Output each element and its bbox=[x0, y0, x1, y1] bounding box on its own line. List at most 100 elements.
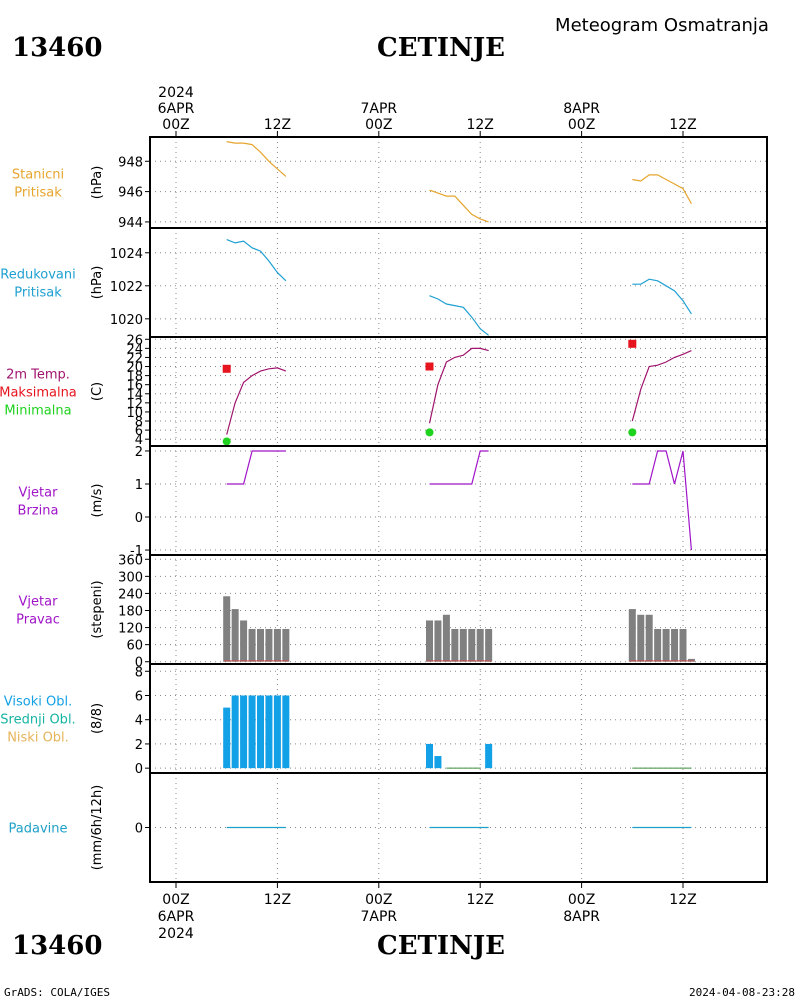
bottom-time-label: 00Z bbox=[162, 892, 189, 908]
credit-text: GrADS: COLA/IGES bbox=[4, 986, 110, 999]
station_pressure-line bbox=[429, 189, 489, 223]
panel-precipitation: 0 Padavine (mm/6h/12h) bbox=[9, 772, 768, 883]
top-time-label: 12Z bbox=[669, 117, 696, 133]
y-tick-label: 1 bbox=[135, 478, 143, 493]
reduced_pressure-line bbox=[429, 295, 489, 336]
top-time-label: 2024 bbox=[158, 85, 194, 101]
panel-frame bbox=[149, 227, 768, 338]
panel-label: Brzina bbox=[18, 504, 59, 519]
wind-direction-bar bbox=[662, 628, 670, 662]
wind-direction-bar bbox=[273, 628, 281, 662]
bottom-time-label: 12Z bbox=[669, 892, 696, 908]
y-tick-label: 1024 bbox=[110, 247, 143, 262]
y-tick-label: 8 bbox=[135, 665, 143, 680]
panel-label: Maksimalna bbox=[0, 386, 77, 401]
top-time-label: 00Z bbox=[568, 117, 595, 133]
wind-direction-bar bbox=[687, 658, 695, 662]
y-axis-label: (mm/6h/12h) bbox=[90, 785, 105, 871]
panel-label: Niski Obl. bbox=[7, 731, 69, 746]
cloud-cover-bar bbox=[282, 695, 290, 769]
panel-label: Minimalna bbox=[4, 404, 71, 419]
y-tick-label: 0 bbox=[135, 656, 143, 671]
y-tick-label: 6 bbox=[135, 689, 143, 704]
wind-direction-bar bbox=[645, 614, 653, 662]
cloud-cover-bar bbox=[231, 695, 239, 769]
cloud-cover-bar bbox=[257, 695, 264, 769]
panel-reduced_pressure: 1020 1022 1024 Redukovani Pritisak (hPa) bbox=[0, 227, 768, 338]
temp-min-marker bbox=[222, 437, 231, 446]
wind-direction-bar bbox=[459, 628, 467, 662]
y-axis-label: (C) bbox=[90, 382, 105, 401]
temperature-line bbox=[226, 367, 287, 435]
bottom-time-label: 2024 bbox=[158, 926, 194, 942]
station-id-bottom: 13460 bbox=[12, 931, 102, 961]
y-tick-label: 60 bbox=[126, 639, 143, 654]
panel-frame bbox=[149, 136, 768, 229]
station_pressure-line bbox=[226, 141, 287, 177]
panel-label: Redukovani bbox=[0, 268, 75, 283]
y-tick-label: -1 bbox=[130, 544, 143, 559]
bottom-time-label: 12Z bbox=[264, 892, 291, 908]
y-tick-label: 120 bbox=[118, 622, 143, 637]
y-tick-label: 14 bbox=[126, 388, 143, 403]
y-tick-label: 360 bbox=[118, 553, 143, 568]
y-tick-label: 4 bbox=[135, 714, 143, 729]
wind-direction-bar bbox=[628, 609, 636, 662]
wind_speed-line bbox=[226, 450, 286, 485]
y-tick-label: 944 bbox=[118, 216, 143, 231]
cloud-cover-bar bbox=[223, 707, 231, 769]
cloud-cover-bar bbox=[265, 695, 273, 769]
wind-direction-bar bbox=[468, 628, 476, 662]
top-time-label: 12Z bbox=[264, 117, 291, 133]
top-time-label: 12Z bbox=[466, 117, 493, 133]
top-time-label: 7APR bbox=[360, 101, 397, 117]
y-axis-label: (8/8) bbox=[90, 703, 105, 734]
wind-direction-bar bbox=[240, 620, 248, 662]
panel-wind_speed: -1 0 1 2 Vjetar Brzina (m/s) bbox=[18, 445, 768, 559]
bottom-time-label: 6APR bbox=[158, 909, 195, 925]
wind-direction-bar bbox=[265, 628, 273, 662]
panel-label: Srednji Obl. bbox=[0, 713, 75, 728]
wind-direction-bar bbox=[257, 628, 264, 662]
panel-cloud_cover: 0 2 4 6 8 Visoki Obl. Srednji Obl. Niski Obl. (8… bbox=[0, 663, 768, 777]
y-tick-label: 26 bbox=[126, 333, 143, 348]
cloud-cover-bar bbox=[485, 743, 493, 769]
y-tick-label: 16 bbox=[126, 379, 143, 394]
wind-direction-bar bbox=[434, 620, 442, 662]
wind_speed-line bbox=[429, 450, 489, 485]
panel-wind_direction: 0 60 120 180 240 300 360 Vjetar Pravac (stepeni) bbox=[16, 553, 768, 671]
y-tick-label: 6 bbox=[135, 424, 143, 439]
panel-station_pressure: 944 946 948 Stanicni Pritisak (hPa) bbox=[12, 136, 768, 231]
wind-direction-bar bbox=[679, 628, 687, 662]
y-tick-label: 0 bbox=[135, 762, 143, 777]
panel-label: Vjetar bbox=[19, 486, 59, 501]
y-axis-label: (stepeni) bbox=[90, 580, 105, 638]
bottom-time-label: 00Z bbox=[365, 892, 392, 908]
wind-direction-bar bbox=[485, 628, 493, 662]
bottom-time-label: 12Z bbox=[466, 892, 493, 908]
wind-direction-bar bbox=[476, 628, 484, 662]
product-title: Meteogram Osmatranja bbox=[555, 15, 769, 36]
y-tick-label: 946 bbox=[118, 186, 143, 201]
panel-label: Pritisak bbox=[14, 186, 62, 201]
wind-direction-bar bbox=[654, 628, 662, 662]
y-tick-label: 0 bbox=[135, 822, 143, 837]
timestamp-text: 2024-04-08-23:28 bbox=[689, 986, 795, 999]
temp-max-marker bbox=[628, 339, 637, 348]
cloud-cover-bar bbox=[426, 743, 433, 769]
wind-direction-bar bbox=[671, 628, 679, 662]
cloud-cover-bar bbox=[434, 756, 442, 769]
temp-min-marker bbox=[425, 428, 434, 437]
y-tick-label: 20 bbox=[126, 361, 143, 376]
y-tick-label: 4 bbox=[135, 433, 143, 448]
panel-label: Padavine bbox=[9, 822, 68, 837]
panel-frame bbox=[149, 445, 768, 556]
y-tick-label: 2 bbox=[135, 738, 143, 753]
bottom-time-label: 8APR bbox=[563, 909, 600, 925]
wind-direction-bar bbox=[451, 628, 459, 662]
temperature-line bbox=[428, 347, 489, 424]
y-tick-label: 1020 bbox=[110, 313, 143, 328]
wind-direction-bar bbox=[282, 628, 290, 662]
